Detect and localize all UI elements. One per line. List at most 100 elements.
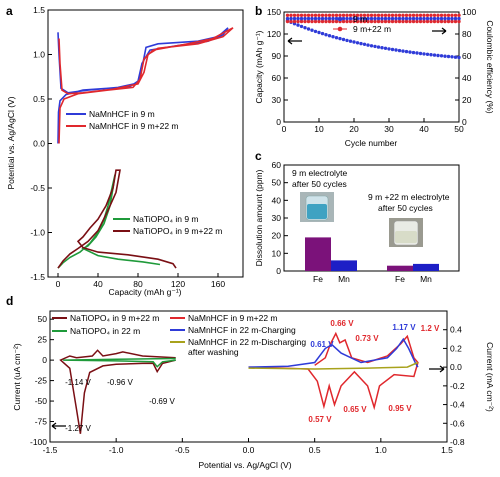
panel-a-ytick-label: 1.5: [33, 5, 45, 15]
panel-b-point-s0: [338, 36, 342, 41]
panel-b-point-s0: [369, 44, 374, 48]
panel-c-group2-title-line2: after 50 cycles: [378, 203, 433, 213]
panel-c-ytick-label: 30: [272, 213, 282, 223]
panel-b-point-s3: [313, 13, 318, 17]
panel-b-point-s3: [299, 13, 304, 17]
panel-d-xtick-label: -1.0: [109, 445, 124, 455]
legend-label-natiopo-9m: NaTiOPO₄ in 9 m: [133, 214, 199, 224]
panel-b-point-s1: [303, 19, 307, 24]
panel-b-y2tick-label: 0: [462, 117, 467, 127]
panel-c-group2-title-line1: 9 m +22 m electrolyte: [368, 192, 450, 202]
panel-b-point-s0: [296, 23, 300, 27]
panel-b-ytick-label: 60: [272, 73, 282, 83]
panel-d-annotation-right: 1.17 V: [392, 323, 416, 332]
panel-b-point-s2: [457, 16, 461, 21]
panel-d-xtick-label: 0.0: [243, 445, 255, 455]
panel-b-point-s1: [401, 19, 405, 24]
panel-a-ylabel: Potential vs. Ag/AgCl (V): [6, 96, 16, 189]
panel-b-point-s3: [394, 13, 398, 17]
panel-b-point-s1: [390, 19, 395, 24]
panel-b-point-s0: [348, 39, 353, 43]
panel-b-xtick-label: 30: [384, 124, 394, 134]
panel-d-annotation-right: 0.95 V: [388, 404, 412, 413]
panel-b-point-s0: [380, 46, 384, 50]
panel-letter-b: b: [255, 4, 262, 18]
panel-d-ytick-label: 50: [38, 314, 48, 324]
panel-b-point-s2: [289, 16, 293, 21]
panel-b-point-s3: [390, 13, 395, 17]
panel-b-point-s2: [387, 16, 391, 21]
panel-b-point-s3: [401, 13, 405, 17]
panel-b-point-s3: [408, 13, 412, 17]
panel-b-point-s1: [285, 19, 290, 24]
panel-b-point-s2: [401, 16, 405, 21]
panel-b-point-s2: [380, 16, 384, 21]
panel-a-series-line-1: [58, 27, 234, 144]
panel-b-point-s3: [376, 13, 381, 17]
panel-c-category-label: Fe: [313, 274, 323, 284]
panel-b-point-s2: [306, 16, 311, 21]
panel-b-point-s2: [310, 16, 314, 21]
panel-b-point-s3: [331, 13, 335, 17]
panel-a-xtick-label: 40: [93, 279, 103, 289]
panel-b-point-s3: [429, 13, 433, 17]
panel-c-bar-mn: [331, 260, 357, 271]
panel-b-point-s2: [324, 16, 328, 21]
legend-marker-b-9m22m: [337, 26, 343, 32]
panel-b-point-s1: [411, 19, 416, 24]
legend-label-d-natiopo-22m: NaTiOPO₄ in 22 m: [70, 326, 140, 336]
panel-b-point-s3: [306, 13, 311, 17]
vial-photo-blue: [300, 192, 334, 222]
panel-b-ylabel: Capacity (mAh g⁻¹): [254, 30, 264, 103]
legend-label-d-natiopo-9m22m: NaTiOPO₄ in 9 m+22 m: [70, 313, 159, 323]
panel-d-y2tick-label: 0.0: [450, 362, 462, 372]
panel-b-point-s3: [436, 13, 440, 17]
panel-b-frame: [283, 11, 460, 123]
panel-b-point-s0: [401, 49, 405, 53]
panel-b-point-s0: [352, 40, 356, 44]
panel-b-point-s3: [285, 13, 290, 17]
panel-b-point-s1: [320, 19, 325, 24]
panel-b-point-s1: [383, 19, 388, 24]
panel-b-point-s3: [453, 13, 458, 17]
panel-b-ytick-label: 150: [267, 7, 281, 17]
legend-label-d-namnhcf-discharging-line2: after washing: [188, 347, 239, 357]
panel-b-point-s1: [306, 19, 311, 24]
panel-b-ytick-label: 0: [276, 117, 281, 127]
panel-d-annotation-right: 0.73 V: [355, 334, 379, 343]
panel-b-point-s1: [373, 19, 377, 24]
panel-b-point-s2: [313, 16, 318, 21]
panel-b-point-s2: [390, 16, 395, 21]
panel-c-ytick-label: 40: [272, 195, 282, 205]
panel-b-point-s1: [380, 19, 384, 24]
panel-b-point-s3: [439, 13, 444, 17]
panel-a-ytick-label: 1.0: [33, 50, 45, 60]
panel-b-point-s1: [355, 19, 360, 24]
panel-d-annotation-right: 1.2 V: [421, 324, 440, 333]
panel-b-point-s2: [429, 16, 433, 21]
panel-b-point-s0: [376, 45, 381, 49]
panel-b-point-s0: [436, 53, 440, 58]
panel-c-bar-mn: [413, 263, 439, 271]
panel-b-point-s0: [327, 34, 332, 38]
panel-b-point-s3: [383, 13, 388, 17]
panel-b-y2label: Coulombic efficiency (%): [485, 20, 495, 114]
panel-d-annotation-left: -1.14 V: [65, 378, 91, 387]
panel-a-chart: 0 40 80 120 160 -1.5 -1.0 -0.5 0.0 0.5 1.0 1.5 Pote…: [6, 5, 244, 297]
panel-a-xtick-label: 120: [171, 279, 185, 289]
panel-b-point-s0: [362, 42, 367, 46]
panel-b-point-s1: [369, 19, 374, 24]
panel-b-point-s1: [313, 19, 318, 24]
panel-b-point-s1: [387, 19, 391, 24]
panel-b-point-s0: [394, 48, 398, 52]
panel-b-y2tick-label: 80: [462, 29, 472, 39]
panel-b-point-s2: [397, 16, 402, 21]
panel-b-point-s3: [355, 13, 360, 17]
panel-a-ytick-label: -1.0: [30, 228, 45, 238]
panel-b-point-s2: [303, 16, 307, 21]
panel-b-point-s2: [425, 16, 430, 21]
panel-b-point-s2: [285, 16, 290, 21]
panel-b-point-s1: [446, 19, 451, 24]
panel-b-point-s0: [383, 46, 388, 50]
panel-b-y2tick-label: 100: [462, 7, 476, 17]
